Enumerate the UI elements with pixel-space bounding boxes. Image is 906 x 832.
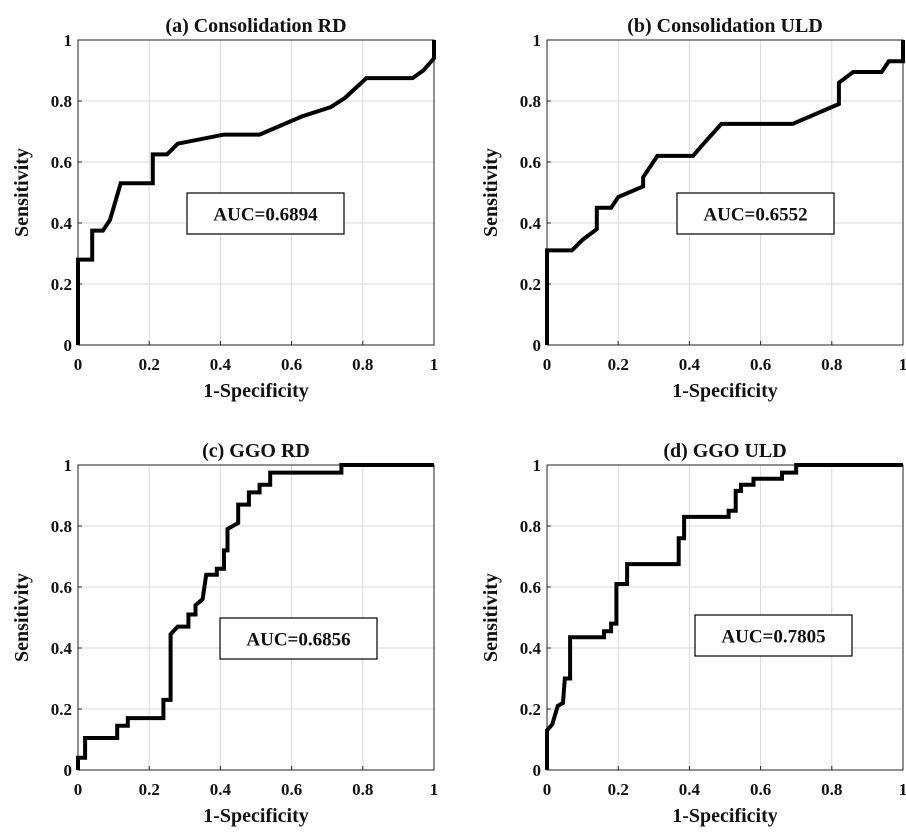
x-tick-label: 0.2 — [608, 355, 629, 374]
auc-label: AUC=0.6894 — [213, 205, 318, 226]
auc-label: AUC=0.6552 — [703, 205, 807, 226]
y-tick-label: 0 — [533, 336, 542, 355]
y-tick-label: 0 — [64, 761, 73, 780]
y-tick-label: 0.2 — [51, 700, 72, 719]
y-tick-label: 1 — [64, 456, 73, 475]
y-tick-label: 0.2 — [520, 700, 541, 719]
x-tick-label: 0 — [74, 355, 83, 374]
x-tick-label: 0.8 — [821, 780, 842, 799]
y-tick-label: 0.4 — [520, 639, 542, 658]
y-tick-label: 0.4 — [51, 214, 73, 233]
x-axis-label: 1-Specificity — [672, 805, 778, 827]
x-tick-label: 0.8 — [821, 355, 842, 374]
roc-panel-2: 0 0.2 0.4 0.6 0.8 1 0 0.2 0.4 0.6 0.8 1 (b) Consolid… — [480, 15, 906, 402]
y-tick-label: 0.8 — [520, 517, 541, 536]
plot-frame — [77, 39, 435, 346]
y-tick-label: 0.8 — [51, 517, 72, 536]
y-axis-label: Sensitivity — [11, 148, 33, 237]
auc-box — [219, 617, 378, 660]
auc-box — [676, 192, 835, 235]
x-tick-label: 0.2 — [139, 780, 160, 799]
y-tick-label: 0.8 — [520, 92, 541, 111]
x-tick-label: 0.6 — [281, 780, 302, 799]
y-tick-label: 0.2 — [51, 275, 72, 294]
x-tick-label: 0.4 — [679, 355, 701, 374]
y-tick-label: 0.4 — [520, 214, 542, 233]
x-axis-label: 1-Specificity — [203, 805, 309, 827]
x-tick-label: 0.8 — [352, 355, 373, 374]
x-tick-label: 0.4 — [210, 780, 232, 799]
chart-title: (a) Consolidation RD — [165, 15, 346, 37]
roc-curve — [545, 40, 905, 345]
x-tick-label: 0.6 — [750, 355, 771, 374]
y-tick-label: 0.6 — [51, 578, 72, 597]
y-axis-label: Sensitivity — [11, 573, 33, 662]
x-tick-label: 0 — [543, 780, 552, 799]
y-tick-label: 0.6 — [520, 578, 541, 597]
roc-curve — [76, 40, 436, 345]
y-tick-label: 0.6 — [51, 153, 72, 172]
x-axis-label: 1-Specificity — [672, 380, 778, 402]
roc-curve — [76, 463, 434, 770]
roc-panel-1: 0 0.2 0.4 0.6 0.8 1 0 0.2 0.4 0.6 0.8 1 (a) Consolid… — [11, 15, 438, 402]
auc-label: AUC=0.6856 — [246, 630, 350, 651]
y-tick-label: 0 — [64, 336, 73, 355]
chart-title: (b) Consolidation ULD — [627, 15, 823, 37]
x-tick-label: 1 — [899, 355, 906, 374]
roc-panel-4: 0 0.2 0.4 0.6 0.8 1 0 0.2 0.4 0.6 0.8 1 (d) GGO ULD 1… — [480, 440, 906, 827]
y-tick-label: 0.8 — [51, 92, 72, 111]
x-tick-label: 0 — [543, 355, 552, 374]
y-tick-label: 0.6 — [520, 153, 541, 172]
x-tick-label: 0.2 — [608, 780, 629, 799]
x-tick-label: 0.6 — [281, 355, 302, 374]
x-tick-label: 0.2 — [139, 355, 160, 374]
roc-curve — [545, 463, 903, 770]
y-axis-label: Sensitivity — [480, 573, 502, 662]
plot-frame — [546, 39, 904, 346]
y-tick-label: 0 — [533, 761, 542, 780]
x-tick-label: 0.8 — [352, 780, 373, 799]
x-tick-label: 0.4 — [210, 355, 232, 374]
x-tick-label: 1 — [430, 355, 439, 374]
chart-title: (c) GGO RD — [202, 440, 310, 462]
y-tick-label: 0.2 — [520, 275, 541, 294]
y-axis-label: Sensitivity — [480, 148, 502, 237]
x-tick-label: 0.4 — [679, 780, 701, 799]
auc-box — [186, 192, 345, 235]
roc-panel-3: 0 0.2 0.4 0.6 0.8 1 0 0.2 0.4 0.6 0.8 1 (c) GGO RD 1-… — [11, 440, 438, 827]
chart-title: (d) GGO ULD — [663, 440, 786, 462]
y-tick-label: 1 — [64, 31, 73, 50]
x-tick-label: 1 — [899, 780, 906, 799]
plot-frame — [77, 464, 435, 771]
auc-label: AUC=0.7805 — [721, 627, 825, 648]
x-axis-label: 1-Specificity — [203, 380, 309, 402]
x-tick-label: 0 — [74, 780, 83, 799]
auc-box — [694, 614, 853, 657]
y-tick-label: 1 — [533, 456, 542, 475]
plot-frame — [546, 464, 904, 771]
y-tick-label: 0.4 — [51, 639, 73, 658]
x-tick-label: 0.6 — [750, 780, 771, 799]
y-tick-label: 1 — [533, 31, 542, 50]
x-tick-label: 1 — [430, 780, 439, 799]
